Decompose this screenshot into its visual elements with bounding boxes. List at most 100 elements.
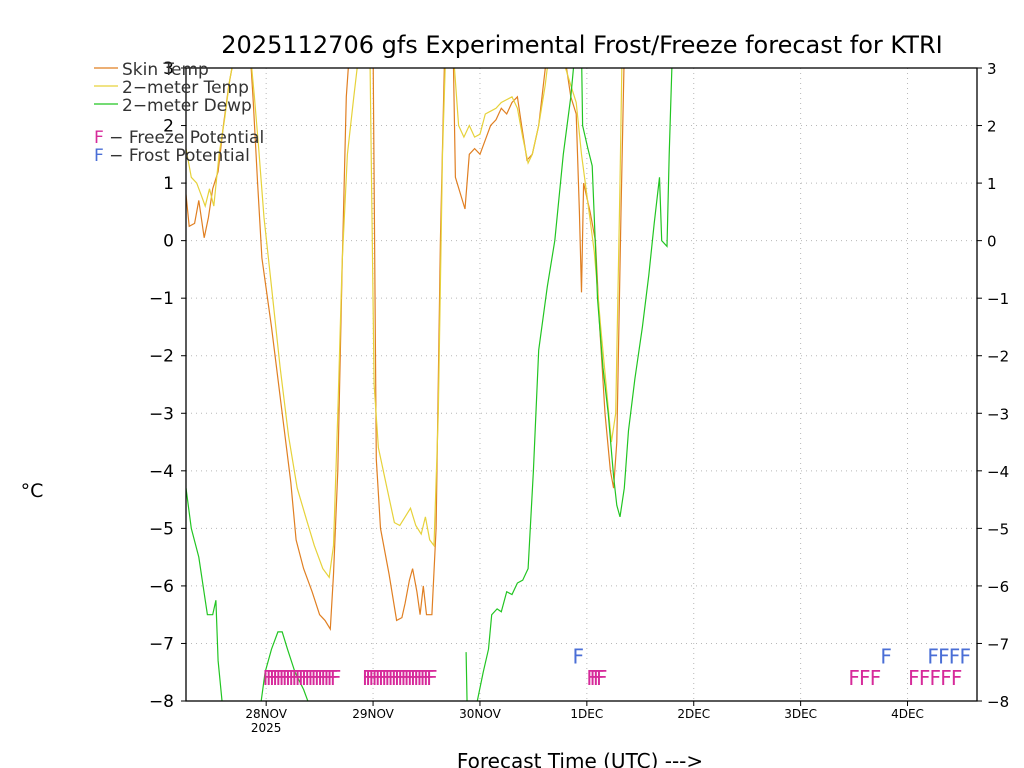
freeze-marker: F [301, 666, 313, 690]
legend: Skin Temp 2−meter Temp 2−meter Dewp F − … [94, 60, 264, 166]
frost-letter: F [94, 146, 104, 166]
y-tick-label: 0 [163, 232, 174, 252]
y-tick-label-right: −6 [987, 578, 1009, 596]
freeze-marker: F [394, 666, 406, 690]
frost-marker: F [959, 645, 971, 669]
y-tick-label-right: −3 [987, 405, 1009, 423]
freeze-marker: F [423, 666, 435, 690]
legend-2m-temp-label: 2−meter Temp [122, 78, 249, 98]
freeze-marker: F [291, 666, 303, 690]
y-tick-label: −1 [149, 289, 174, 309]
x-tick-label: 30NOV [459, 707, 501, 721]
chart-title: 2025112706 gfs Experimental Frost/Freeze… [221, 31, 942, 59]
freeze-marker: F [400, 666, 412, 690]
y-tick-label-right: 1 [987, 175, 997, 193]
y-axis-label: °C [21, 480, 44, 502]
frost-marker: F [938, 645, 950, 669]
freeze-text: − Freeze Potential [104, 128, 264, 148]
y-tick-label: −2 [149, 347, 174, 367]
y-tick-label: −3 [149, 404, 174, 424]
freeze-marker: F [368, 666, 380, 690]
y-tick-label-right: −1 [987, 290, 1009, 308]
legend-2m-dewp-label: 2−meter Dewp [122, 96, 252, 116]
x-tick-sublabel: 2025 [251, 721, 282, 735]
legend-2m-dewp: 2−meter Dewp [94, 96, 252, 116]
freeze-marker: F [275, 666, 287, 690]
freeze-marker: F [388, 666, 400, 690]
freeze-marker: F [586, 666, 598, 690]
freeze-marker: F [304, 666, 316, 690]
freeze-marker: F [263, 666, 275, 690]
freeze-marker: F [404, 666, 416, 690]
freeze-marker: F [859, 666, 871, 690]
y-tick-label: −6 [149, 577, 174, 597]
freeze-marker: F [320, 666, 332, 690]
freeze-marker: F [416, 666, 428, 690]
grid-lines [186, 68, 977, 701]
freeze-marker: F [288, 666, 300, 690]
freeze-letter: F [94, 128, 104, 148]
freeze-marker: F [381, 666, 393, 690]
freeze-marker: F [327, 666, 339, 690]
x-tick-label: 3DEC [784, 707, 817, 721]
y-tick-label: −4 [149, 462, 174, 482]
legend-skin-temp-label: Skin Temp [122, 60, 209, 80]
y-tick-label-right: −4 [987, 463, 1009, 481]
y-tick-label-right: 2 [987, 118, 997, 136]
freeze-marker: F [375, 666, 387, 690]
freeze-marker: F [413, 666, 425, 690]
frost-marker: F [927, 645, 939, 669]
x-tick-label: 4DEC [891, 707, 924, 721]
frost-text: − Frost Potential [104, 146, 250, 166]
freeze-marker: F [323, 666, 335, 690]
freeze-marker: F [384, 666, 396, 690]
freeze-marker: F [590, 666, 602, 690]
freeze-marker: F [272, 666, 284, 690]
freeze-marker: F [378, 666, 390, 690]
freeze-marker: F [266, 666, 278, 690]
y-tick-label-right: 3 [987, 60, 997, 78]
freeze-marker: F [298, 666, 310, 690]
x-axis-label: Forecast Time (UTC) ---> [457, 749, 703, 768]
frost-marker: F [880, 645, 892, 669]
freeze-marker: F [314, 666, 326, 690]
x-tick-label: 2DEC [677, 707, 710, 721]
freeze-marker: F [397, 666, 409, 690]
x-tick-label: 29NOV [352, 707, 394, 721]
freeze-marker: F [372, 666, 384, 690]
y-tick-label: −7 [149, 634, 174, 654]
freeze-marker: F [870, 666, 882, 690]
freeze-marker: F [391, 666, 403, 690]
frost-marker: F [949, 645, 961, 669]
legend-frost-potential: F − Frost Potential [94, 146, 250, 166]
freeze-marker: F [362, 666, 374, 690]
x-tick-label: 28NOV [245, 707, 287, 721]
freeze-marker: F [596, 666, 608, 690]
y-axis-left: −8 −7 −6 −5 −4 −3 −2 −1 0 1 2 3 [149, 59, 186, 712]
y-tick-label: −8 [149, 692, 174, 712]
freeze-marker: F [919, 666, 931, 690]
frost-marker: F [573, 645, 585, 669]
x-tick-label: 1DEC [570, 707, 603, 721]
series-2-meter-dewp [186, 68, 673, 701]
freeze-marker: F [420, 666, 432, 690]
freeze-marker: F [410, 666, 422, 690]
legend-skin-temp: Skin Temp [94, 60, 209, 80]
freeze-marker: F [285, 666, 297, 690]
y-tick-label: 1 [163, 174, 174, 194]
series-skin-temp [186, 68, 625, 632]
freeze-marker: F [930, 666, 942, 690]
freeze-marker: F [295, 666, 307, 690]
freeze-marker: F [307, 666, 319, 690]
freeze-marker: F [365, 666, 377, 690]
series-layer [186, 68, 673, 701]
legend-2m-temp: 2−meter Temp [94, 78, 249, 98]
freeze-marker: F [407, 666, 419, 690]
freeze-marker: F [279, 666, 291, 690]
freeze-marker: F [330, 666, 342, 690]
y-tick-label: −5 [149, 519, 174, 539]
freeze-marker: F [311, 666, 323, 690]
